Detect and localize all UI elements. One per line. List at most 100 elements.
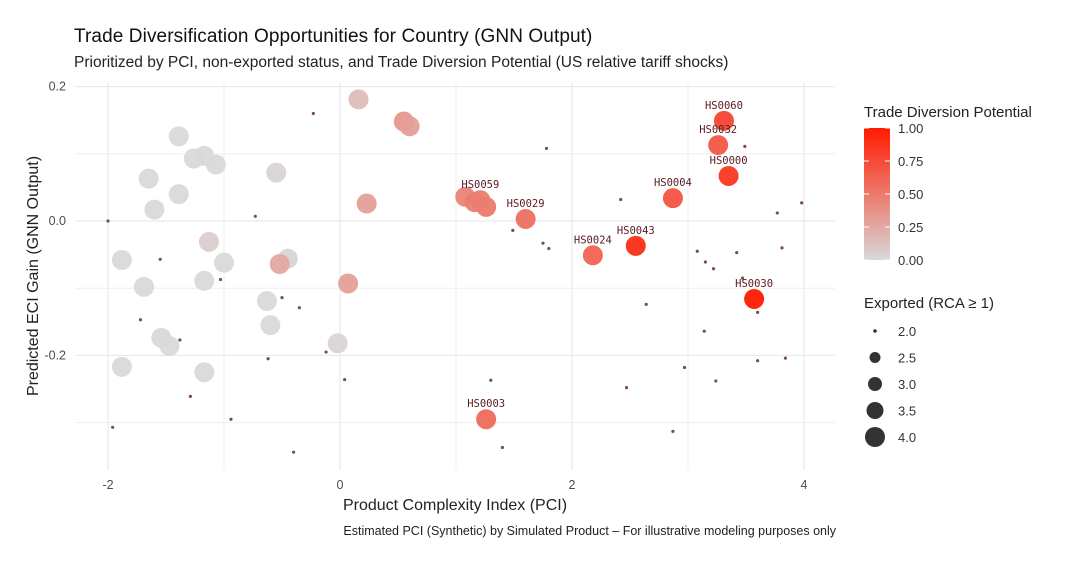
exported-point [178, 338, 182, 342]
exported-point [544, 146, 549, 151]
color-legend-label: 0.00 [898, 253, 923, 268]
size-legend-symbol [869, 352, 881, 363]
bubble-point [214, 252, 234, 273]
size-legend-symbol [873, 329, 877, 333]
exported-point [292, 450, 296, 454]
exported-point [756, 310, 760, 314]
exported-point [324, 350, 328, 354]
point-label: HS0004 [654, 177, 692, 189]
chart-subtitle: Prioritized by PCI, non-exported status,… [74, 54, 729, 71]
exported-point [511, 228, 515, 233]
chart-caption: Estimated PCI (Synthetic) by Simulated P… [343, 524, 836, 538]
bubble-point [159, 335, 180, 356]
bubble-point [348, 89, 369, 110]
labeled-bubble-point [582, 245, 603, 266]
labeled-bubble-point [718, 165, 739, 186]
bubble-point [133, 276, 154, 297]
exported-point [783, 356, 788, 360]
exported-point [711, 267, 716, 271]
exported-point [780, 246, 784, 250]
size-legend-items: 2.0 2.5 3.0 3.5 4.0 [865, 324, 916, 447]
labeled-bubble-point [713, 110, 734, 131]
size-legend-label: 4.0 [898, 430, 916, 445]
tick-labels-layer: -2 0 2 4 0.2 0.0 -0.2 [44, 80, 807, 492]
bubble-point [168, 184, 189, 205]
y-tick-label: -0.2 [44, 348, 66, 362]
exported-point [714, 379, 718, 383]
size-legend-label: 2.0 [898, 324, 916, 339]
x-axis-title: Product Complexity Index (PCI) [343, 497, 567, 514]
x-tick-label: 4 [801, 478, 808, 492]
exported-point [489, 378, 493, 382]
labeled-bubble-point [744, 288, 765, 309]
exported-point [740, 276, 745, 280]
size-legend-label: 3.5 [898, 404, 916, 419]
size-legend-title: Exported (RCA ≥ 1) [864, 295, 994, 312]
labeled-bubble-point [625, 235, 646, 256]
bubble-point [266, 162, 287, 183]
bubble-point [256, 290, 277, 311]
bubble-point [194, 362, 215, 383]
exported-point [619, 197, 623, 202]
bubble-point [399, 116, 420, 137]
bubble-point [194, 270, 215, 291]
exported-point [743, 144, 747, 149]
point-label: HS0024 [574, 234, 612, 246]
exported-point [541, 241, 545, 245]
size-legend-label: 3.0 [898, 377, 916, 392]
y-axis-title: Predicted ECI Gain (GNN Output) [25, 156, 42, 396]
x-tick-label: 0 [337, 478, 344, 492]
exported-point [343, 377, 347, 382]
labeled-bubble-point [662, 188, 683, 209]
color-legend-ticks: 1.00 0.75 0.50 0.25 0.00 [864, 121, 923, 268]
point-labels-layer: HS0060 HS0032 HS0000 HS0004 HS0059 HS0029 HS00… [461, 100, 773, 410]
point-label: HS0030 [735, 278, 773, 290]
bubble-point [327, 333, 348, 354]
exported-point [311, 111, 315, 116]
bubble-point [111, 249, 132, 270]
bubble-point [138, 168, 159, 189]
exported-point [500, 445, 504, 450]
bubble-point [205, 154, 226, 175]
color-legend-label: 0.25 [898, 220, 923, 235]
labeled-bubble-point [515, 208, 536, 229]
color-legend-label: 1.00 [898, 121, 923, 136]
exported-point [547, 246, 551, 251]
bubble-point [269, 254, 290, 275]
y-tick-label: 0.2 [49, 80, 66, 94]
exported-point [703, 260, 708, 264]
size-legend-symbol [865, 427, 885, 447]
exported-point [280, 296, 284, 300]
exported-point [111, 425, 115, 429]
x-tick-label: -2 [102, 478, 113, 492]
exported-point [644, 302, 648, 306]
exported-point [682, 365, 687, 370]
point-label: HS0032 [699, 124, 737, 136]
labeled-bubble-point [470, 190, 491, 211]
size-legend-symbol [866, 402, 884, 419]
exported-point [229, 417, 233, 421]
bubble-point [260, 315, 281, 336]
exported-point [158, 257, 162, 261]
labeled-bubble-point [708, 135, 729, 156]
color-legend-title: Trade Diversion Potential [864, 104, 1032, 121]
exported-points-layer [106, 111, 804, 454]
bubble-point [338, 273, 359, 294]
bubble-point [144, 199, 165, 220]
bubble-point [111, 356, 132, 377]
exported-point [106, 219, 110, 223]
y-tick-label: 0.0 [49, 214, 66, 228]
labeled-bubble-point [476, 409, 497, 430]
bubble-point [356, 193, 377, 214]
bubble-point [168, 126, 189, 147]
exported-point [138, 318, 143, 322]
point-label: HS0059 [461, 179, 499, 191]
size-legend-symbol [868, 377, 882, 391]
point-label: HS0000 [710, 155, 748, 167]
exported-point [756, 359, 760, 363]
bubbles-layer [111, 89, 765, 430]
color-legend-label: 0.75 [898, 154, 923, 169]
exported-point [253, 214, 257, 218]
exported-point [266, 357, 270, 361]
